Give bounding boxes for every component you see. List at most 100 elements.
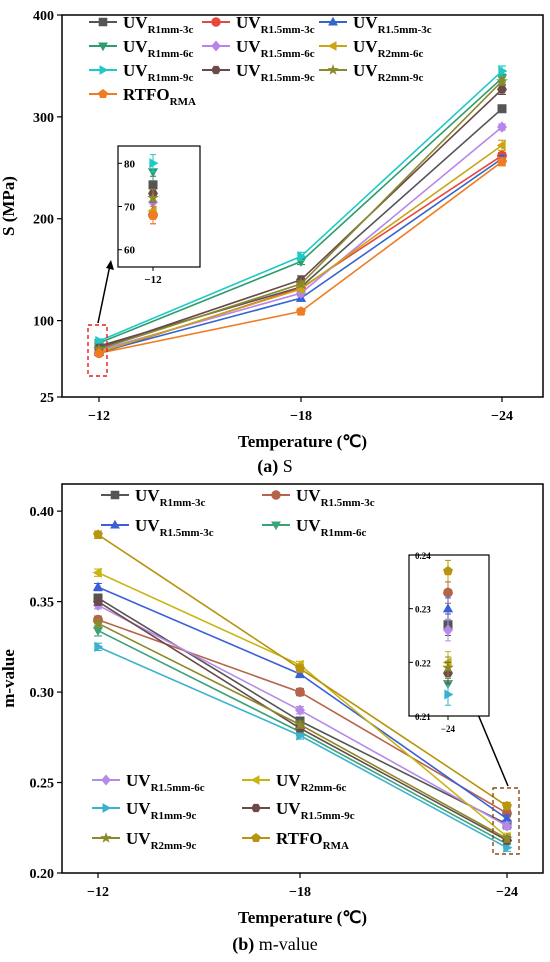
legend-entry: UVR1.5mm-6c <box>92 771 205 794</box>
legend-entry: UVR1.5mm-6c <box>202 37 315 60</box>
panel-caption: (a) S <box>257 456 293 477</box>
y-tick-label: 200 <box>33 213 54 228</box>
legend-label-main: UV <box>276 799 301 818</box>
y-tick-label: 100 <box>33 315 54 330</box>
legend-label-main: UV <box>353 61 378 80</box>
legend-label-sub: R1mm-9c <box>151 810 197 822</box>
legend-label-main: RTFO <box>123 85 170 104</box>
legend-label: UVR1.5mm-6c <box>126 771 205 794</box>
legend-label-sub: R2mm-9c <box>378 72 424 84</box>
legend-label-main: RTFO <box>276 829 323 848</box>
plot-frame <box>61 483 544 874</box>
y-tick-label: 0.30 <box>30 686 55 701</box>
legend-label-main: UV <box>135 486 160 505</box>
data-point <box>502 800 512 811</box>
series-9 <box>93 529 512 811</box>
legend-label-main: UV <box>126 771 151 790</box>
legend-marker <box>99 65 109 75</box>
y-tick-label: 25 <box>40 391 54 406</box>
legend-label-sub: R1mm-3c <box>148 24 194 36</box>
legend-entry: UVR1mm-9c <box>92 799 196 822</box>
legend-entry: UVR1mm-6c <box>262 516 366 539</box>
data-point <box>497 85 507 94</box>
inset-data-point <box>444 689 454 700</box>
legend-marker <box>100 832 112 843</box>
inset-data-point <box>147 191 159 203</box>
legend-label-main: UV <box>296 516 321 535</box>
data-point <box>93 529 103 539</box>
x-tick-label: −24 <box>491 409 513 424</box>
legend-label-main: UV <box>296 486 321 505</box>
y-tick-label: 0.35 <box>30 596 55 611</box>
x-tick-label: −12 <box>87 885 109 900</box>
legend-marker <box>110 519 120 529</box>
legend-label-main: UV <box>353 37 378 56</box>
data-point <box>497 104 507 114</box>
legend-label: UVR1mm-6c <box>123 37 193 60</box>
legend-label-main: UV <box>276 771 301 790</box>
data-point <box>294 668 306 678</box>
legend-marker <box>271 521 281 531</box>
inset-data-point <box>443 565 453 576</box>
legend-label-main: UV <box>123 61 148 80</box>
legend-entry: RTFORMA <box>89 85 196 108</box>
legend-label-sub: R1.5mm-3c <box>261 24 315 36</box>
legend-label: UVR1mm-9c <box>126 799 196 822</box>
data-point <box>295 687 305 697</box>
zoom-arrow-line <box>97 264 111 324</box>
legend-entry: UVR1.5mm-3c <box>319 13 432 36</box>
data-point <box>94 641 104 652</box>
legend-label: RTFORMA <box>123 85 196 108</box>
legend-label-sub: R1.5mm-3c <box>160 527 214 539</box>
legend-label-main: UV <box>236 37 261 56</box>
legend-label-sub: R1.5mm-9c <box>261 72 315 84</box>
data-point <box>503 842 513 853</box>
data-point <box>496 140 506 151</box>
legend-marker <box>251 833 261 843</box>
legend-label-sub: R2mm-6c <box>378 48 424 60</box>
caption-text: m-value <box>254 934 317 954</box>
legend-label: UVR1.5mm-3c <box>296 486 375 509</box>
legend-label: UVR2mm-6c <box>353 37 423 60</box>
legend-marker <box>102 803 112 813</box>
legend-marker <box>211 17 221 27</box>
legend-label: UVR2mm-6c <box>276 771 346 794</box>
legend-label-sub: R1.5mm-3c <box>321 497 375 509</box>
legend-label-main: UV <box>135 516 160 535</box>
x-axis-title: Temperature (℃) <box>238 908 367 927</box>
legend-marker <box>211 40 221 52</box>
legend-label-sub: R1mm-6c <box>321 527 367 539</box>
legend-marker <box>251 803 261 813</box>
data-point <box>497 156 507 166</box>
inset-data-point <box>442 661 454 673</box>
inset-y-tick-label: 70 <box>124 202 136 214</box>
legend-entry: UVR2mm-6c <box>319 37 423 60</box>
legend-label: UVR1.5mm-3c <box>353 13 432 36</box>
data-point <box>92 567 102 578</box>
legend-label-main: UV <box>126 799 151 818</box>
legend-label-main: UV <box>236 13 261 32</box>
x-tick-label: −18 <box>289 885 311 900</box>
y-tick-label: 0.40 <box>30 505 55 520</box>
legend-label-main: UV <box>123 37 148 56</box>
legend-entry: UVR1.5mm-3c <box>101 516 214 539</box>
legend-marker <box>327 41 337 51</box>
legend-label: UVR1.5mm-3c <box>135 516 214 539</box>
legend-marker <box>101 774 111 786</box>
inset-b: −24 0.21 0.22 0.23 0.24 <box>408 551 490 734</box>
series-2 <box>92 581 513 823</box>
inset-y-tick-label: 0.21 <box>415 712 431 722</box>
data-point <box>295 663 305 673</box>
legend-label-sub: R1mm-9c <box>148 72 194 84</box>
plot-frame <box>61 14 544 398</box>
series-8 <box>92 617 513 844</box>
inset-data-point <box>149 158 159 169</box>
legend-entry: UVR1.5mm-3c <box>202 13 315 36</box>
zoom-region-box <box>87 324 108 377</box>
inset-a: −12 60 70 80 <box>117 145 201 286</box>
x-tick-label: −24 <box>496 885 518 900</box>
legend-label-sub: R1.5mm-6c <box>261 48 315 60</box>
